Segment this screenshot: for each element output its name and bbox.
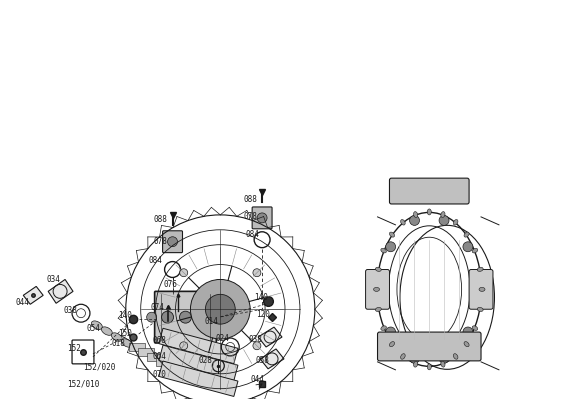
Ellipse shape <box>441 361 445 367</box>
Text: 034: 034 <box>46 275 60 284</box>
Ellipse shape <box>121 339 132 347</box>
Circle shape <box>463 327 473 337</box>
Ellipse shape <box>381 248 387 253</box>
Circle shape <box>385 327 396 337</box>
Text: 044: 044 <box>15 298 29 307</box>
Ellipse shape <box>381 326 387 330</box>
Circle shape <box>472 284 482 294</box>
FancyBboxPatch shape <box>378 332 481 361</box>
FancyBboxPatch shape <box>162 231 182 253</box>
Polygon shape <box>258 327 282 347</box>
Ellipse shape <box>477 307 483 312</box>
Ellipse shape <box>453 220 458 225</box>
Text: 088: 088 <box>243 196 257 204</box>
Circle shape <box>410 353 419 363</box>
Ellipse shape <box>472 326 478 330</box>
Circle shape <box>162 311 174 323</box>
Polygon shape <box>260 349 284 369</box>
Text: 078: 078 <box>153 237 168 246</box>
Ellipse shape <box>389 342 395 347</box>
Circle shape <box>253 342 261 350</box>
Text: 140: 140 <box>254 293 268 302</box>
Circle shape <box>168 237 178 247</box>
Circle shape <box>257 213 267 223</box>
Circle shape <box>179 311 191 323</box>
Text: 024: 024 <box>215 334 229 342</box>
Circle shape <box>180 342 188 350</box>
Text: 120: 120 <box>256 310 270 319</box>
Text: 068: 068 <box>153 336 166 344</box>
FancyBboxPatch shape <box>366 270 389 309</box>
Ellipse shape <box>464 232 469 237</box>
Circle shape <box>205 294 235 324</box>
Text: 044: 044 <box>250 375 264 384</box>
Circle shape <box>410 216 419 225</box>
Ellipse shape <box>112 333 122 341</box>
Ellipse shape <box>427 209 431 215</box>
Text: 028: 028 <box>199 356 212 365</box>
Circle shape <box>376 284 387 294</box>
Ellipse shape <box>441 212 445 218</box>
Circle shape <box>190 280 250 339</box>
Text: 064: 064 <box>153 352 166 362</box>
Polygon shape <box>156 358 171 366</box>
Ellipse shape <box>92 321 102 329</box>
Text: 076: 076 <box>164 280 178 289</box>
Polygon shape <box>48 280 73 303</box>
Text: 038: 038 <box>248 334 262 344</box>
Ellipse shape <box>375 267 381 271</box>
Text: 074: 074 <box>151 303 165 312</box>
Ellipse shape <box>414 212 418 218</box>
Polygon shape <box>147 353 162 361</box>
Ellipse shape <box>414 361 418 367</box>
Polygon shape <box>159 328 238 364</box>
FancyBboxPatch shape <box>155 291 216 343</box>
Text: 152/020: 152/020 <box>83 362 115 371</box>
Circle shape <box>439 353 449 363</box>
Ellipse shape <box>464 342 469 347</box>
Text: 058: 058 <box>255 356 269 365</box>
Polygon shape <box>165 363 181 371</box>
Polygon shape <box>159 345 238 380</box>
Ellipse shape <box>427 364 431 370</box>
Circle shape <box>439 216 449 225</box>
Text: 038: 038 <box>63 306 77 315</box>
FancyBboxPatch shape <box>252 207 272 229</box>
Ellipse shape <box>375 307 381 312</box>
Polygon shape <box>138 348 153 356</box>
Ellipse shape <box>389 232 395 237</box>
Text: 014: 014 <box>204 317 218 326</box>
Circle shape <box>463 242 473 252</box>
Text: 150: 150 <box>118 328 132 338</box>
FancyBboxPatch shape <box>469 270 493 309</box>
Polygon shape <box>128 343 145 351</box>
Ellipse shape <box>401 220 405 225</box>
FancyBboxPatch shape <box>389 178 469 204</box>
Text: 018: 018 <box>112 340 126 348</box>
Ellipse shape <box>374 287 380 291</box>
Circle shape <box>198 311 209 323</box>
Circle shape <box>147 312 157 322</box>
Ellipse shape <box>453 354 458 359</box>
Text: 140: 140 <box>118 311 132 320</box>
Text: 152: 152 <box>67 344 81 354</box>
Text: 152/010: 152/010 <box>67 379 100 388</box>
Ellipse shape <box>101 327 112 335</box>
Text: 054: 054 <box>87 324 101 333</box>
Polygon shape <box>23 286 43 304</box>
Circle shape <box>253 269 261 277</box>
Ellipse shape <box>401 354 405 359</box>
Text: 088: 088 <box>153 215 168 224</box>
Ellipse shape <box>479 287 485 291</box>
Text: 078: 078 <box>243 212 257 221</box>
Ellipse shape <box>477 267 483 271</box>
Polygon shape <box>159 361 238 396</box>
Ellipse shape <box>472 248 478 253</box>
Circle shape <box>180 269 188 277</box>
Circle shape <box>385 242 396 252</box>
Text: 070: 070 <box>153 370 166 379</box>
Text: 084: 084 <box>149 256 162 265</box>
Text: 084: 084 <box>245 230 259 239</box>
Circle shape <box>215 312 224 322</box>
